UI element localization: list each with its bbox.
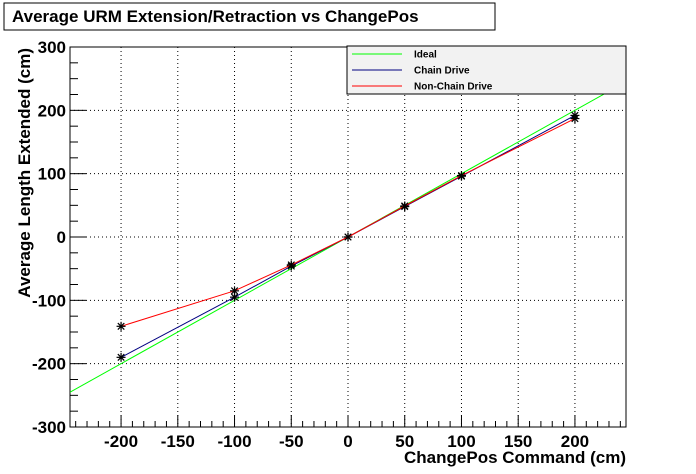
axis-ticks [70,46,621,428]
legend-label: Ideal [414,50,437,61]
data-point [230,286,240,296]
y-tick-label: 300 [38,38,66,57]
x-tick-label: -100 [218,432,252,451]
x-tick-label: 200 [561,432,589,451]
chart-title: Average URM Extension/Retraction vs Chan… [12,7,419,26]
y-tick-label: 100 [38,165,66,184]
legend-label: Non-Chain Drive [414,82,493,93]
x-tick-label: -50 [279,432,304,451]
series [70,81,626,393]
x-tick-label: 50 [395,432,414,451]
x-tick-label: -150 [161,432,195,451]
y-tick-label: -300 [32,418,66,437]
y-tick-label: 200 [38,101,66,120]
legend-label: Chain Drive [414,66,470,77]
x-tick-label: 0 [343,432,352,451]
data-point [286,260,296,270]
data-point [456,171,466,181]
data-point [343,232,353,242]
tick-labels: -200 -150 -100 -50 0 50 100 150 200 -300 -200 -100 0… [32,38,589,451]
y-axis-title: Average Length Extended (cm) [15,48,34,298]
legend: Ideal Chain Drive Non-Chain Drive [346,45,627,95]
y-tick-label: -200 [32,355,66,374]
x-tick-label: 100 [447,432,475,451]
x-tick-label: 150 [504,432,532,451]
x-tick-label: -200 [104,432,138,451]
x-axis-title: ChangePos Command (cm) [404,448,626,467]
data-point [400,201,410,211]
data-point [570,114,580,124]
title-box [3,2,496,31]
data-point [116,352,126,362]
y-tick-label: -100 [32,291,66,310]
data-point [116,321,126,331]
y-tick-label: 0 [57,228,66,247]
